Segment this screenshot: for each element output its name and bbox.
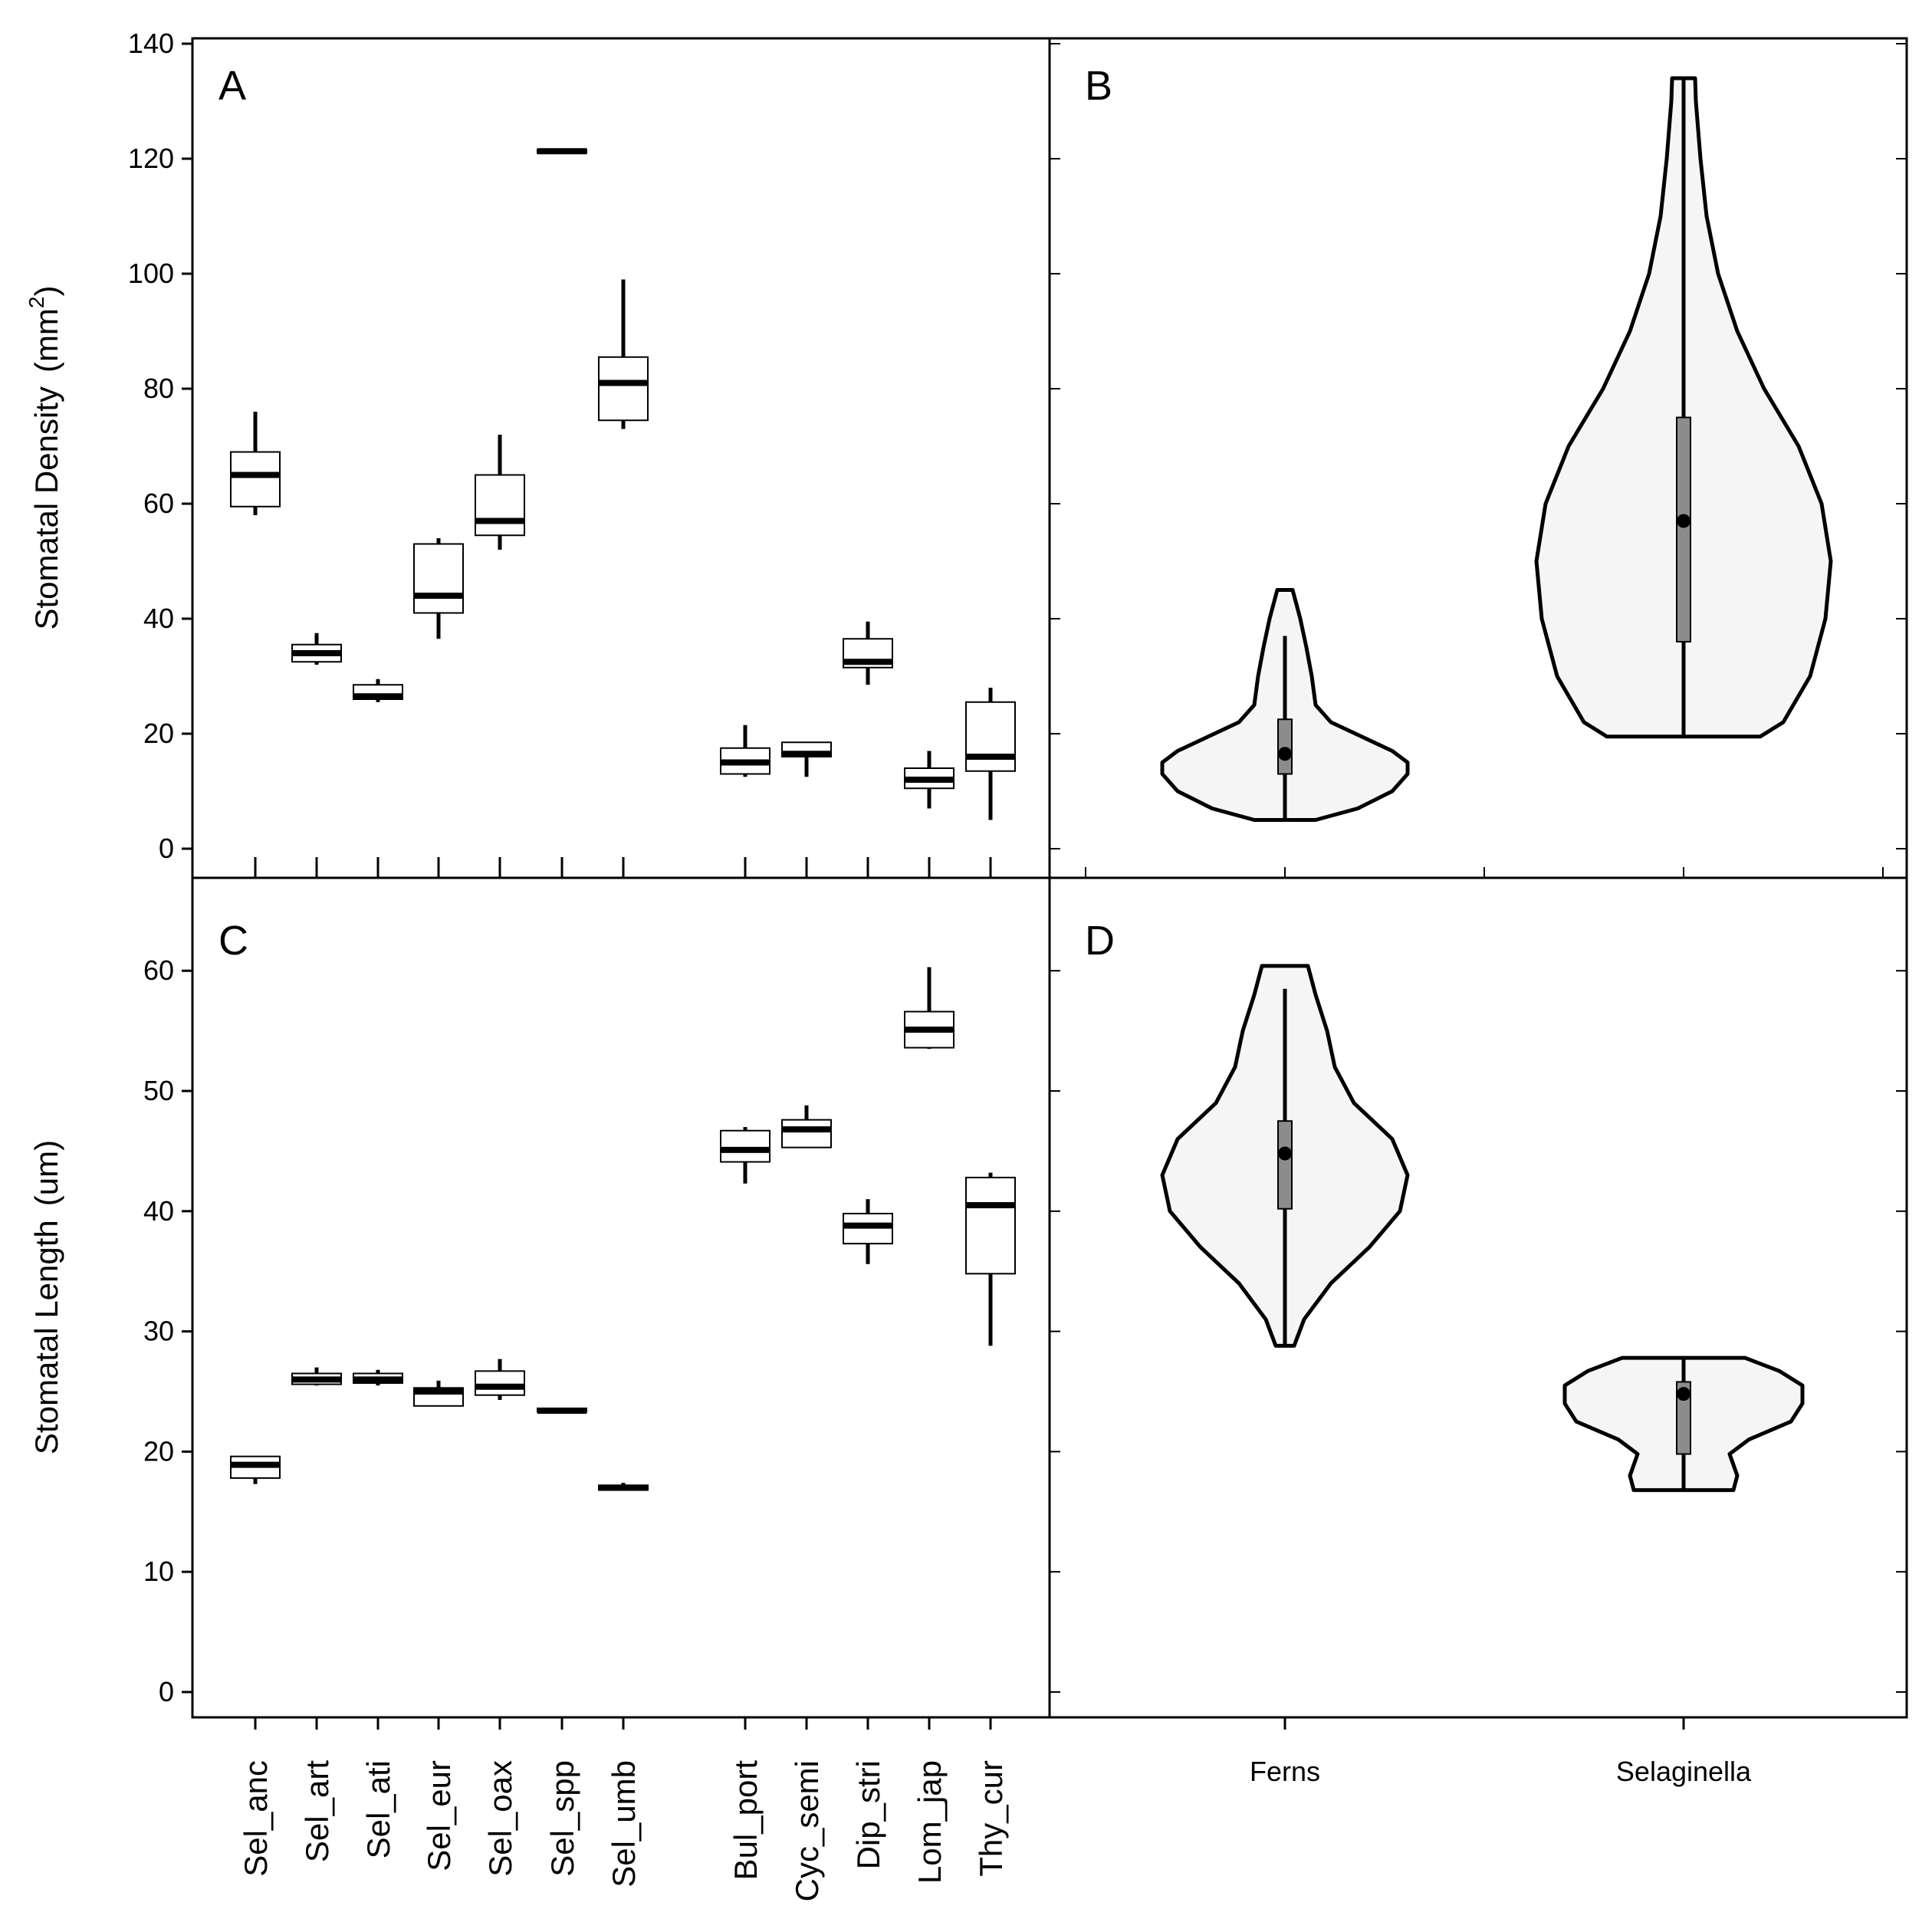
violin-iqr-box-ferns-length (1277, 1120, 1293, 1210)
y-tick-label-density: 100 (128, 258, 174, 289)
box-length (781, 1119, 832, 1148)
y-tick-label-density: 60 (143, 488, 174, 519)
y-tick-label-density: 120 (128, 143, 174, 174)
y-axis-title-density-sup: 2 (25, 296, 48, 308)
violin-median-dot-selaginella-density (1677, 514, 1691, 528)
y-tick-label-density: 80 (143, 373, 174, 404)
box-density (965, 701, 1016, 772)
y-axis-title-density-close: ) (28, 285, 64, 296)
x-category-label: Sel_art (299, 1760, 335, 1862)
box-density (475, 474, 525, 537)
y-tick-label-density: 40 (143, 603, 174, 634)
violin-iqr-box-selaginella-length (1676, 1381, 1691, 1455)
violin-iqr-box-selaginella-density (1676, 416, 1691, 642)
box-length (475, 1370, 525, 1396)
panel-d-letter: D (1085, 918, 1115, 964)
y-tick-label-length: 30 (143, 1316, 174, 1347)
violin-median-dot-selaginella-length (1677, 1387, 1691, 1401)
x-category-label: Sel_umb (606, 1760, 642, 1888)
x-group-label: Ferns (1250, 1756, 1320, 1787)
x-category-label: Bul_port (728, 1760, 764, 1881)
y-axis-title-density: Stomatal Density (mm2) (25, 285, 64, 629)
x-category-label: Cyc_semi (789, 1760, 825, 1901)
category-labels-layer: Sel_anc Sel_art Sel_ati Sel_eur Sel_oax Sel_s… (238, 1756, 1752, 1901)
panel-c-frame (191, 876, 1051, 1719)
x-category-label: Sel_spp (544, 1760, 580, 1877)
y-axis-title-density-text: Stomatal Density (28, 386, 64, 629)
panel-d-frame (1048, 876, 1908, 1719)
y-tick-label-density: 0 (159, 833, 174, 864)
box-density (230, 451, 281, 508)
y-axis-title-length-unit: (um) (28, 1140, 64, 1206)
x-category-label: Sel_oax (482, 1760, 518, 1877)
boxplot-layer (230, 148, 1016, 1491)
y-tick-label-length: 0 (159, 1676, 174, 1707)
x-category-label: Sel_ati (360, 1760, 396, 1858)
x-group-label: Selaginella (1616, 1756, 1752, 1787)
y-tick-label-density: 20 (143, 718, 174, 749)
y-tick-label-length: 40 (143, 1195, 174, 1227)
x-category-label: Thy_cur (973, 1760, 1009, 1877)
x-category-label: Sel_anc (238, 1760, 274, 1877)
axis-ticks-layer: 0 20 40 60 80 100 120 140 0 10 20 30 40 50 60 (128, 28, 1907, 1730)
y-axis-title-density-unit: (mm (28, 308, 64, 373)
violin-iqr-box-ferns-density (1277, 718, 1293, 775)
violin-median-dot-ferns-length (1278, 1146, 1292, 1161)
y-tick-label-length: 10 (143, 1556, 174, 1587)
x-category-label: Dip_stri (850, 1760, 886, 1869)
panel-b-letter: B (1085, 63, 1112, 109)
x-category-label: Lom_jap (912, 1760, 948, 1884)
box-density (413, 543, 464, 614)
violin-median-dot-ferns-density (1278, 747, 1292, 761)
panel-a-frame (191, 37, 1051, 879)
y-tick-label-length: 60 (143, 955, 174, 986)
y-axis-title-length-text: Stomatal Length (28, 1220, 64, 1454)
y-tick-label-density: 140 (128, 28, 174, 59)
y-tick-label-length: 50 (143, 1075, 174, 1106)
panel-a-letter: A (219, 63, 246, 109)
y-axis-title-length: Stomatal Length (um) (28, 1140, 64, 1454)
violin-layer (1160, 76, 1833, 1493)
y-tick-label-length: 20 (143, 1435, 174, 1467)
panel-c-letter: C (219, 918, 248, 964)
box-density (598, 356, 649, 422)
box-length (965, 1176, 1016, 1275)
x-category-label: Sel_eur (421, 1760, 457, 1871)
box-length (720, 1129, 770, 1163)
